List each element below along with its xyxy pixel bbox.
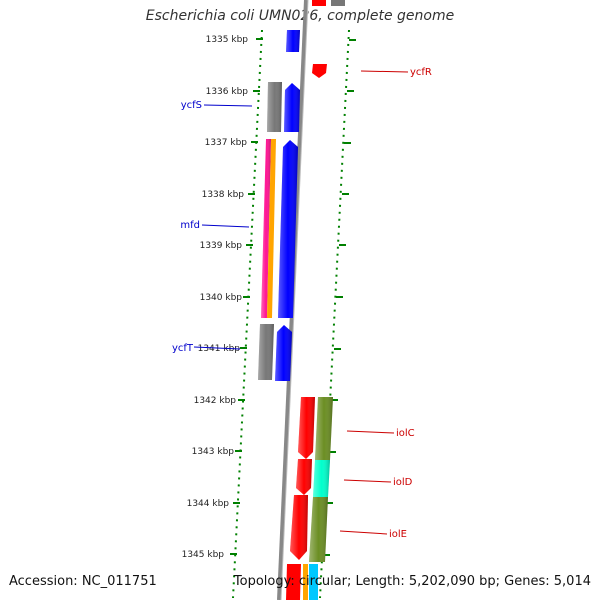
cog-bottom-blocks bbox=[303, 564, 318, 600]
gene-blue-ycfS[interactable] bbox=[284, 83, 300, 132]
cog-pink-mfd bbox=[261, 139, 271, 318]
scale-label: 1339 kbp bbox=[200, 241, 243, 251]
scale-label: 1340 kbp bbox=[200, 293, 243, 303]
topology-text: Topology: circular; Length: 5,202,090 bp… bbox=[233, 574, 591, 589]
scale-labels: 1335 kbp 1336 kbp 1337 kbp 1338 kbp 1339… bbox=[182, 35, 249, 560]
accession-text: Accession: NC_011751 bbox=[9, 574, 157, 589]
gene-label-ycfR: ycfR bbox=[410, 67, 432, 78]
gene-label-iolD: iolD bbox=[393, 477, 413, 488]
gene-label-ycfT: ycfT bbox=[172, 343, 194, 354]
plus-gene-labels: ycfR iolC iolD iolE bbox=[389, 67, 432, 540]
minus-label-leaders bbox=[193, 104, 253, 350]
cog-orange-mfd bbox=[267, 139, 276, 318]
map-title: Escherichia coli UMN026, complete genome bbox=[145, 8, 455, 24]
scale-label: 1344 kbp bbox=[187, 499, 230, 509]
cog-olive-iolE bbox=[309, 497, 328, 562]
gene-label-iolC: iolC bbox=[396, 428, 415, 439]
cog-cyan-iolD bbox=[313, 460, 330, 497]
gene-label-iolE: iolE bbox=[389, 529, 407, 540]
gene-red-ycfR[interactable] bbox=[312, 64, 327, 78]
cog-olive-iolC bbox=[315, 397, 333, 460]
scale-label: 1345 kbp bbox=[182, 550, 225, 560]
top-partial-red-block bbox=[312, 0, 326, 6]
plus-label-leaders bbox=[339, 70, 409, 535]
scale-label: 1341 kbp bbox=[198, 344, 241, 354]
left-dotted-boundary bbox=[232, 29, 263, 599]
gene-label-ycfS: ycfS bbox=[181, 100, 202, 111]
scale-label: 1343 kbp bbox=[192, 447, 235, 457]
scale-label: 1335 kbp bbox=[206, 35, 249, 45]
gene-red-iolE[interactable] bbox=[290, 495, 308, 560]
gene-blue-1[interactable] bbox=[286, 30, 300, 52]
gene-red-iolD[interactable] bbox=[296, 459, 312, 495]
cog-grey-ycfT bbox=[258, 324, 274, 380]
gene-blue-ycfT[interactable] bbox=[275, 325, 292, 381]
gene-blue-mfd[interactable] bbox=[278, 140, 298, 318]
minus-gene-labels: ycfS mfd ycfT bbox=[172, 100, 202, 354]
top-partial-grey-block bbox=[331, 0, 345, 6]
scale-ticks bbox=[230, 38, 263, 555]
genome-backbone-shadow bbox=[280, 0, 309, 600]
scale-label: 1337 kbp bbox=[205, 138, 248, 148]
scale-label: 1342 kbp bbox=[194, 396, 237, 406]
scale-label: 1338 kbp bbox=[202, 190, 245, 200]
scale-label: 1336 kbp bbox=[206, 87, 249, 97]
cog-grey-ycfS bbox=[267, 82, 282, 132]
gene-red-bottom[interactable] bbox=[286, 564, 301, 600]
gene-red-iolC[interactable] bbox=[298, 397, 315, 459]
gene-label-mfd: mfd bbox=[180, 220, 200, 231]
